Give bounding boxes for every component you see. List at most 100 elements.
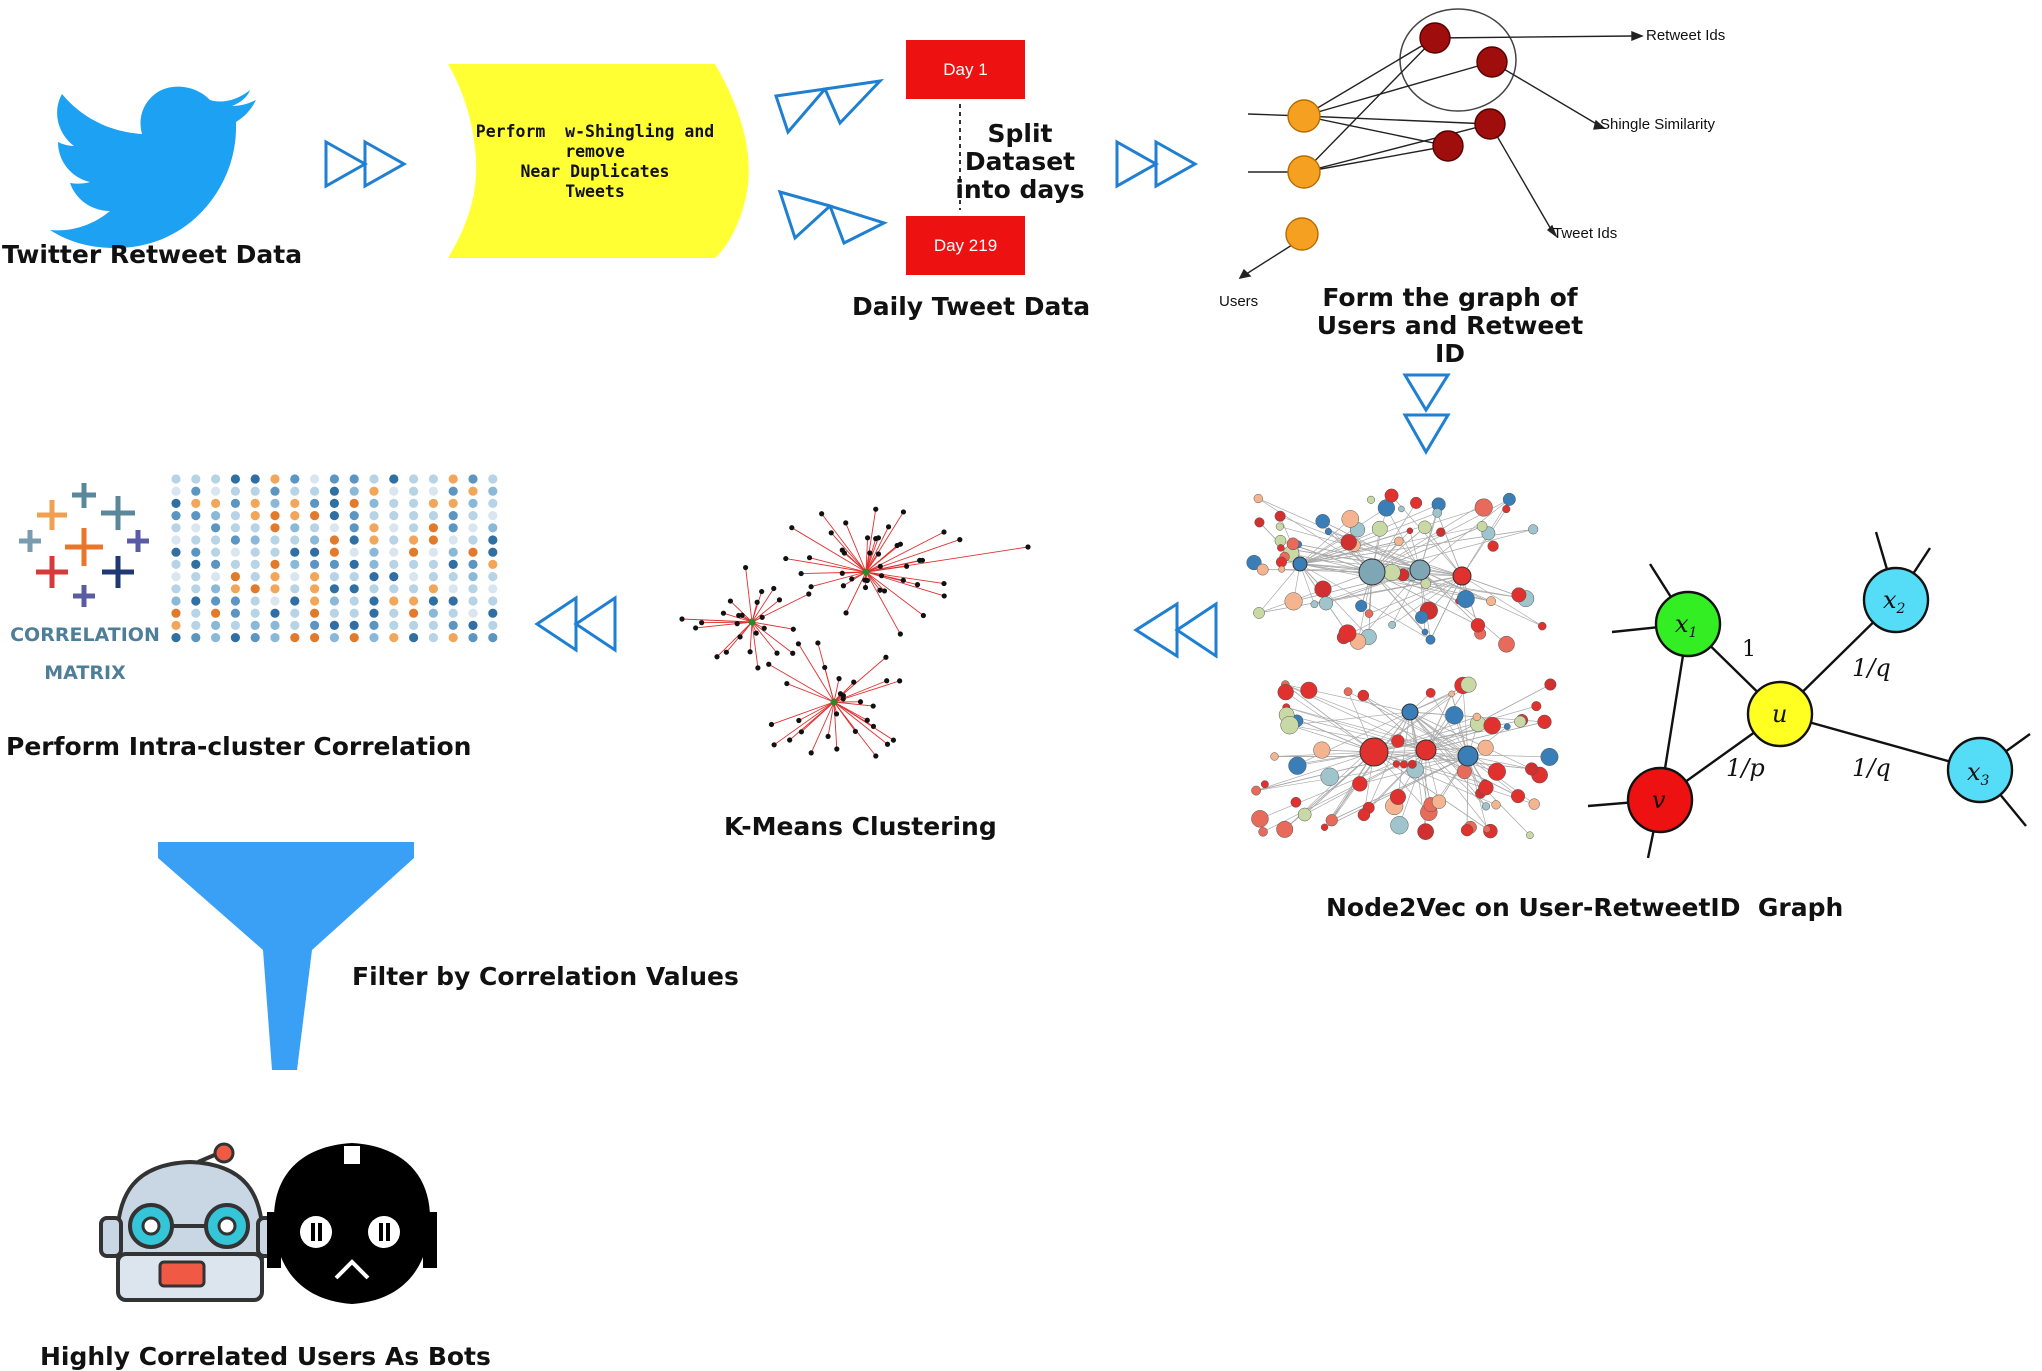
kmeans-edge [865,559,923,573]
kmeans-point [877,587,883,593]
matrix-dot [488,559,498,570]
kmeans-point [761,625,767,631]
arrow-2b [777,189,888,246]
network-node [1502,492,1516,506]
matrix-dot [448,633,458,643]
network-node [1456,590,1475,608]
correlation-dot-matrix [171,474,498,643]
tweet-ids-label: Tweet Ids [1553,225,1618,242]
network-node [1470,618,1486,633]
network-node [1388,620,1397,629]
network-edge [1363,695,1427,751]
network-edge [1304,751,1375,815]
kmeans-edge [716,621,753,658]
matrix-dot [428,572,438,582]
kmeans-edge [801,571,867,575]
kmeans-point [843,610,849,616]
matrix-dot [310,523,320,533]
matrix-dot [409,486,419,496]
network-edge [1285,691,1375,753]
matrix-dot [488,498,498,508]
network-edge [1419,569,1543,627]
network-node [1355,599,1368,613]
kmeans-point [883,654,889,660]
network-edge [1363,749,1427,816]
kmeans-centroid [748,618,756,626]
network-edge [1299,512,1438,565]
matrix-dot [191,498,201,508]
network-edge [1409,711,1498,772]
kmeans-point [862,584,869,591]
matrix-dot [329,633,339,643]
network-node [1253,607,1265,619]
kmeans-point [828,530,834,536]
network-node [1394,536,1404,547]
network-edge [1386,507,1421,571]
kmeans-point [796,717,802,724]
matrix-dot [171,596,181,606]
matrix-dot [230,620,240,631]
network-node [1432,508,1443,518]
kmeans-point [903,563,910,569]
matrix-dot [230,498,240,508]
matrix-dot [369,608,379,618]
network-node [1278,565,1286,573]
kmeans-point [941,529,947,535]
matrix-dot [349,523,359,533]
kmeans-edge [798,701,835,721]
matrix-dot [270,559,280,570]
matrix-dot [409,584,419,594]
network-edge [1425,749,1491,832]
network-node [1483,716,1501,735]
kmeans-point [914,582,921,588]
kmeans-edge [865,571,881,591]
matrix-dot [290,559,300,570]
network-node [1399,760,1409,769]
network-node [1288,756,1307,775]
matrix-dot [310,572,320,582]
matrix-dot [171,584,181,594]
network-edge [1373,725,1493,753]
network-edge [1299,540,1399,565]
matrix-dot [290,620,300,631]
network-node [1460,676,1477,693]
kmeans-point [798,729,805,735]
edge-label-1q-bottom: 1/q [1852,754,1891,782]
network-hub [1358,558,1386,586]
network-node [1341,510,1360,528]
kmeans-cluster-plot [679,506,1031,759]
kmeans-point [825,733,831,740]
network-node [1398,505,1405,513]
network-node [1503,723,1511,731]
network-node [1343,687,1353,697]
network-edge [1419,569,1479,626]
network-node [1486,596,1496,607]
matrix-dot [389,572,399,582]
matrix-dot [468,510,478,521]
node-u [1746,680,1814,748]
matrix-dot [488,584,498,594]
matrix-dot [428,559,438,570]
network-node [1407,759,1417,769]
matrix-dot [349,547,359,557]
kmeans-point [870,703,876,709]
network-node [1357,808,1371,822]
matrix-dot [290,547,300,557]
kmeans-edge [821,513,867,573]
day-219-label: Day 219 [933,236,998,255]
matrix-dot [409,510,419,521]
network-edge [1285,684,1375,753]
kmeans-edge [865,511,904,573]
arrow-down [1402,373,1451,455]
matrix-dot [270,608,280,618]
matrix-dot [349,486,359,496]
network-node [1391,734,1405,748]
network-edge [1371,528,1534,573]
matrix-dot [250,584,260,594]
network-edge [1371,502,1417,573]
matrix-dot [448,510,458,521]
matrix-dot [389,608,399,618]
kmeans-edge [833,701,856,732]
kmeans-label: K-Means Clustering [724,812,997,841]
matrix-dot [409,633,419,643]
